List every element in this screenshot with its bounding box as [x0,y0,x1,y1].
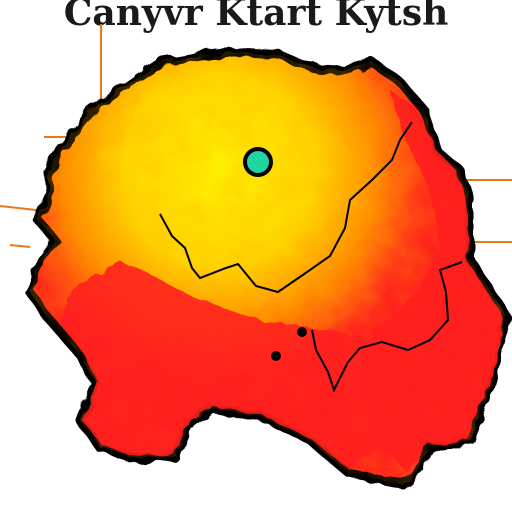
hot-zone-east [360,90,505,470]
boundary-line [311,261,463,393]
boundary-line [159,121,413,294]
map-spot [297,327,307,337]
location-marker-dot [247,151,269,173]
map-spots [271,327,307,361]
location-marker[interactable] [243,147,273,177]
map-spot [271,351,281,361]
hot-zone-south [60,260,380,470]
internal-boundaries [159,121,463,393]
map-title: Canyvr Ktart Kytsh [63,0,449,34]
route-line [9,244,31,248]
